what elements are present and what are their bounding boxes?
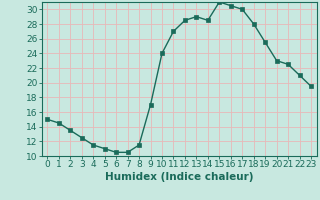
X-axis label: Humidex (Indice chaleur): Humidex (Indice chaleur) bbox=[105, 172, 253, 182]
